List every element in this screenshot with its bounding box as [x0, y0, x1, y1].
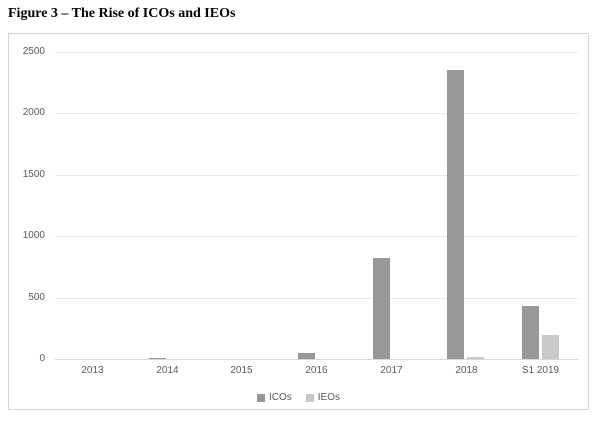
legend-label: IEOs: [317, 392, 340, 403]
legend-swatch-icos: [256, 393, 265, 402]
gridline: [55, 236, 578, 237]
x-axis-line: [55, 359, 578, 360]
x-axis-label: 2017: [380, 365, 403, 376]
plot-area: 0 500 1000 1500 2000 2500 2013 2014 2015 2016 2017…: [9, 34, 588, 409]
y-tick-label: 1000: [22, 230, 45, 241]
chart-legend: ICOs IEOs: [9, 392, 588, 403]
x-axis-label: 2015: [230, 365, 253, 376]
legend-item-ieos: IEOs: [305, 392, 340, 403]
legend-label: ICOs: [268, 392, 292, 403]
figure-title: Figure 3 – The Rise of ICOs and IEOs: [8, 6, 236, 21]
y-tick-label: 500: [28, 292, 45, 303]
x-axis-label: 2013: [81, 365, 104, 376]
legend-item-icos: ICOs: [256, 392, 292, 403]
bar-ieos-2018: [467, 357, 484, 359]
x-axis-label: 2016: [305, 365, 328, 376]
bar-icos-2014: [149, 358, 166, 359]
y-tick-label: 2000: [22, 107, 45, 118]
bar-icos-s1-2019: [522, 306, 539, 359]
gridline: [55, 298, 578, 299]
gridline: [55, 113, 578, 114]
bar-icos-2016: [298, 353, 315, 359]
x-axis-label: 2014: [156, 365, 179, 376]
x-axis-label: 2018: [455, 365, 478, 376]
y-tick-label: 0: [39, 353, 45, 364]
bar-icos-2018: [447, 70, 464, 359]
y-tick-label: 1500: [22, 169, 45, 180]
chart-frame: 0 500 1000 1500 2000 2500 2013 2014 2015 2016 2017…: [8, 33, 589, 410]
legend-swatch-ieos: [305, 393, 314, 402]
bar-icos-2017: [373, 258, 390, 359]
bar-ieos-s1-2019: [542, 335, 559, 359]
gridline: [55, 175, 578, 176]
x-axis-label: S1 2019: [521, 365, 560, 376]
gridline: [55, 52, 578, 53]
y-tick-label: 2500: [22, 46, 45, 57]
